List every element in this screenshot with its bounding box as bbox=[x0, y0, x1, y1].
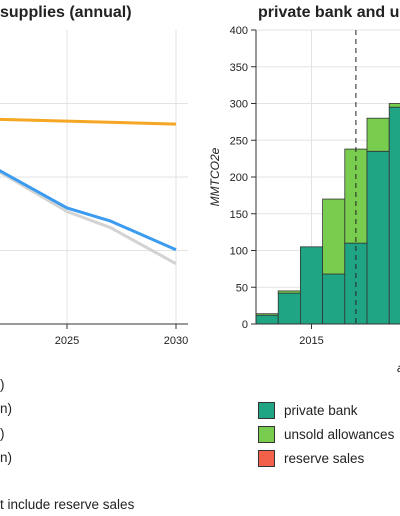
right-chart-title: private bank and u bbox=[258, 4, 400, 21]
y-tick-label: 250 bbox=[230, 135, 248, 147]
bar-unsold-allowances bbox=[366, 117, 390, 152]
left-legend-item[interactable]: ) bbox=[0, 372, 12, 397]
series-line-gray bbox=[0, 170, 177, 266]
y-tick-label: 50 bbox=[236, 282, 248, 294]
bar-private-bank bbox=[300, 246, 324, 325]
legend-item-reserve-sales[interactable]: reserve sales bbox=[258, 446, 394, 470]
unsold-allowances-swatch bbox=[258, 425, 275, 443]
bar-private-bank bbox=[277, 292, 301, 325]
reserve-sales-swatch bbox=[258, 449, 275, 467]
legend-label-unsold-allowances: unsold allowances bbox=[284, 426, 395, 442]
y-tick-label: 200 bbox=[230, 172, 248, 184]
x-tick-label: 2030 bbox=[164, 335, 188, 347]
footnote: t include reserve sales bbox=[0, 497, 135, 512]
y-tick-label: 400 bbox=[230, 25, 248, 37]
x-axis-label: a bbox=[397, 361, 400, 375]
left-legend-label: n) bbox=[0, 450, 13, 466]
legend-item-unsold-allowances[interactable]: unsold allowances bbox=[258, 422, 394, 446]
bar-private-bank bbox=[322, 273, 346, 325]
y-axis-label: MMTCO2e bbox=[210, 147, 222, 206]
private-bank-swatch bbox=[258, 401, 275, 419]
left-line-chart: 2025 2030 bbox=[0, 30, 188, 347]
right-bar-chart: 0 50 100 150 200 250 300 350 400 2015 MMTCO2e a bbox=[210, 25, 400, 375]
x-tick-label: 2015 bbox=[299, 335, 323, 347]
bar-private-bank bbox=[255, 314, 279, 325]
left-legend-item[interactable]: ) bbox=[0, 421, 12, 446]
y-tick-label: 300 bbox=[230, 99, 248, 111]
left-legend-item[interactable]: n) bbox=[0, 397, 12, 422]
legend-item-private-bank[interactable]: private bank bbox=[258, 398, 394, 422]
x-tick-label: 2025 bbox=[55, 335, 79, 347]
left-legend-item[interactable]: n) bbox=[0, 446, 12, 471]
bar-unsold-allowances bbox=[277, 290, 301, 294]
bar-unsold-allowances bbox=[255, 313, 279, 316]
series-line-orange bbox=[0, 117, 177, 126]
bar-private-bank bbox=[388, 106, 400, 325]
legend-label-reserve-sales: reserve sales bbox=[284, 450, 365, 466]
left-legend-label: ) bbox=[0, 425, 5, 441]
right-legend: private bank unsold allowances reserve s… bbox=[258, 398, 394, 470]
y-tick-label: 0 bbox=[242, 319, 248, 331]
bar-private-bank bbox=[366, 150, 390, 325]
y-tick-label: 100 bbox=[230, 246, 248, 258]
left-legend-label: n) bbox=[0, 401, 13, 417]
legend-label-private-bank: private bank bbox=[284, 402, 358, 418]
bar-unsold-allowances bbox=[322, 198, 346, 275]
series-line-blue bbox=[0, 169, 177, 252]
y-tick-label: 150 bbox=[230, 209, 248, 221]
left-chart-title: supplies (annual) bbox=[0, 4, 132, 21]
left-legend-label: ) bbox=[0, 376, 5, 392]
left-legend: ) n) ) n) bbox=[0, 372, 12, 470]
y-tick-label: 350 bbox=[230, 62, 248, 74]
bar-unsold-allowances bbox=[388, 103, 400, 108]
